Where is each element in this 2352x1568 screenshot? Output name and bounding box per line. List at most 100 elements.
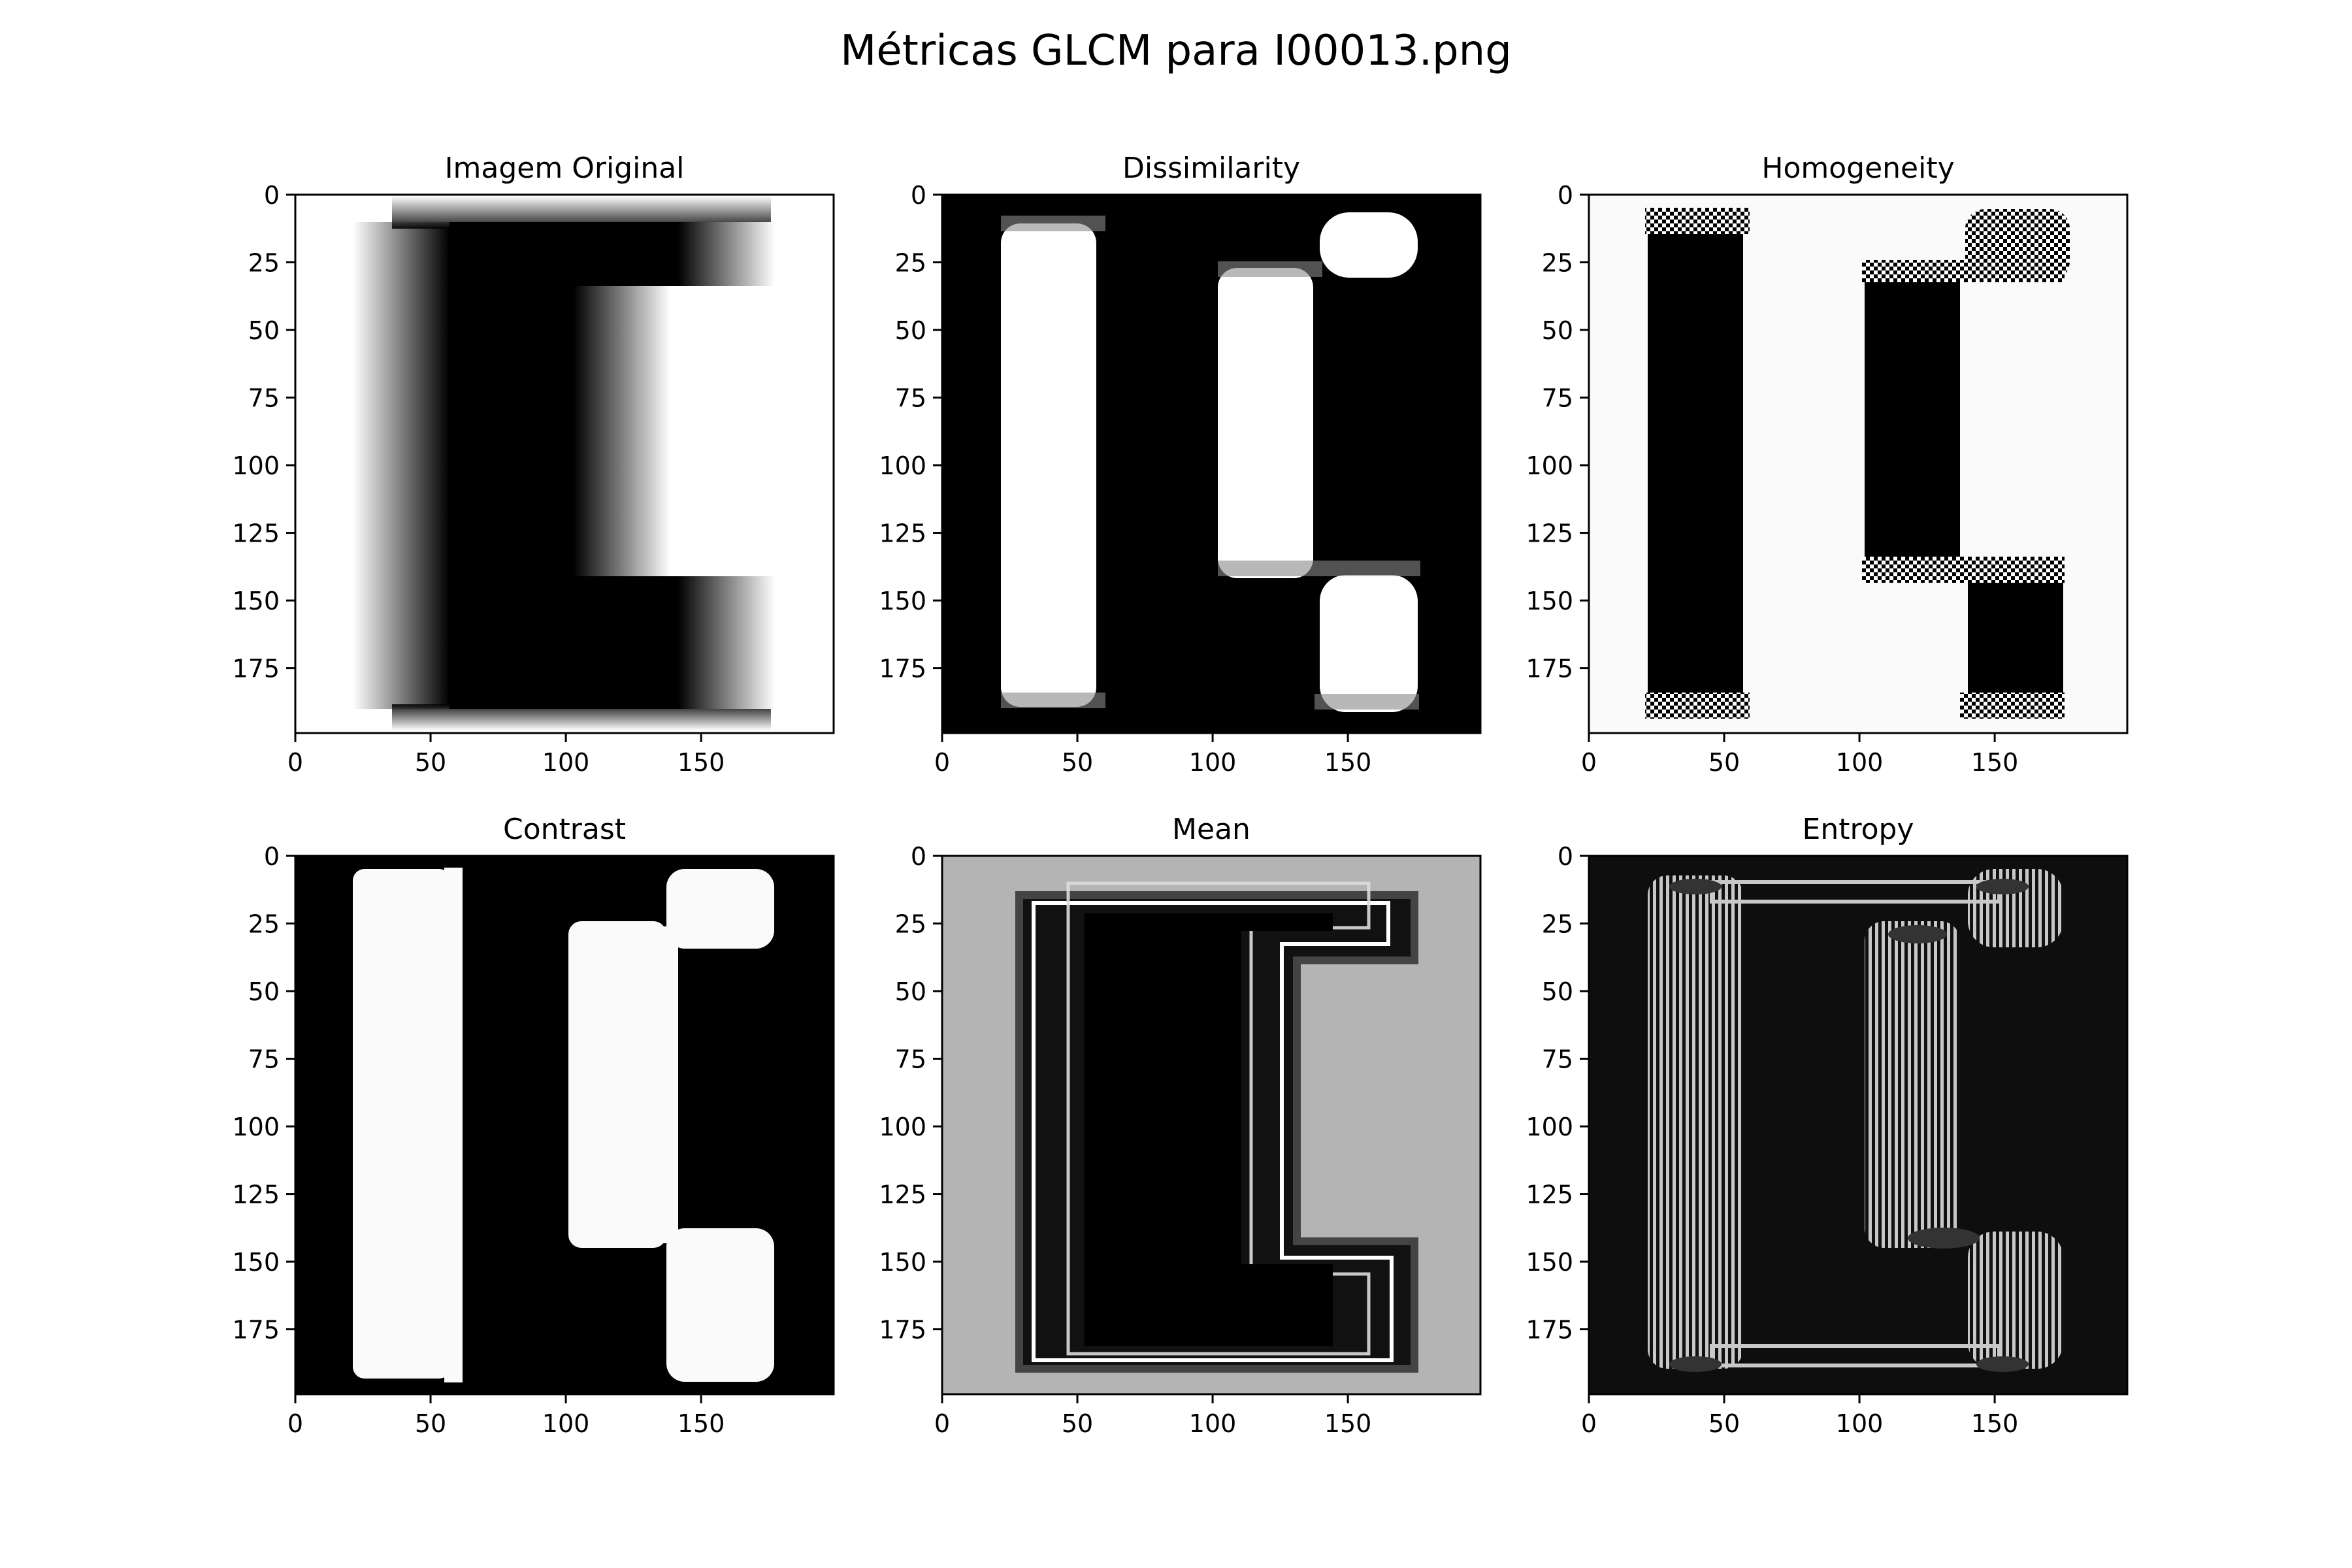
y-tick-label: 150 <box>1526 587 1573 615</box>
bottom-bar-ring <box>1710 1344 2001 1367</box>
top-right-lobe <box>1320 212 1418 278</box>
dark-blob <box>1669 879 1722 894</box>
bottom-right-cap <box>1960 693 2065 719</box>
panel-entropy: Entropy 0 50 100 150 0 25 50 75 100 125 150 175 <box>1526 813 2129 1438</box>
x-tick-label: 150 <box>1324 1409 1372 1438</box>
edge-noise <box>1218 561 1420 576</box>
image-entropy <box>1648 869 2063 1372</box>
y-tick-label: 0 <box>264 842 280 871</box>
y-tick-label: 125 <box>232 519 280 548</box>
axes-frame <box>294 193 835 734</box>
x-tick-label: 100 <box>1189 1409 1237 1438</box>
panel-title-original: Imagem Original <box>445 152 685 185</box>
panel-dissimilarity: Dissimilarity 0 50 100 150 0 25 50 75 100 125 150 1… <box>879 152 1482 777</box>
left-stem <box>1001 223 1096 707</box>
bottom-right-stripes <box>1968 1232 2063 1369</box>
y-tick-label: 75 <box>248 1045 280 1074</box>
top-right-lobe <box>666 869 774 949</box>
y-tick-label: 125 <box>232 1181 280 1209</box>
y-tick-label: 25 <box>895 249 926 278</box>
core-black-shape <box>1085 913 1333 1346</box>
y-tick-label: 50 <box>895 316 926 345</box>
dark-blob <box>1888 925 1947 943</box>
glyph-left-fade <box>353 222 449 709</box>
y-tick-label: 175 <box>879 1316 926 1345</box>
x-tick-label: 0 <box>934 748 950 777</box>
x-tick-label: 150 <box>1971 748 2019 777</box>
x-tick-label: 0 <box>934 1409 950 1438</box>
image-dissimilarity <box>1001 212 1420 712</box>
x-tick-label: 0 <box>287 748 303 777</box>
panel-homogeneity: Homogeneity 0 50 100 150 0 25 50 75 100 125 150 175 <box>1526 152 2129 777</box>
y-tick-label: 50 <box>1542 977 1573 1006</box>
y-tick-label: 75 <box>895 384 926 413</box>
y-tick-label: 150 <box>232 587 280 615</box>
glyph-top-bar <box>449 222 678 286</box>
x-tick-label: 150 <box>678 1409 725 1438</box>
y-tick-label: 50 <box>248 977 280 1006</box>
panel-title-dissimilarity: Dissimilarity <box>1122 152 1300 185</box>
y-tick-label: 100 <box>1526 1113 1573 1141</box>
y-tick-label: 125 <box>879 519 926 548</box>
y-tick-label: 175 <box>879 655 926 683</box>
dark-blob <box>1976 879 2029 894</box>
dark-blob <box>1908 1228 1980 1249</box>
y-tick-label: 0 <box>1558 842 1573 871</box>
y-tick-label: 150 <box>879 1248 926 1277</box>
panel-title-mean: Mean <box>1172 813 1250 846</box>
edge-noise <box>1218 261 1322 277</box>
x-tick-label: 50 <box>1708 748 1740 777</box>
y-tick-label: 125 <box>879 1181 926 1209</box>
y-tick-label: 125 <box>1526 519 1573 548</box>
figure-title: Métricas GLCM para I00013.png <box>840 27 1512 75</box>
x-tick-label: 0 <box>287 1409 303 1438</box>
y-tick-label: 0 <box>911 842 926 871</box>
axis-ticks: 0 50 100 150 0 25 50 75 100 125 150 175 <box>232 181 725 777</box>
y-tick-label: 25 <box>248 910 280 939</box>
y-tick-label: 175 <box>1526 1316 1573 1345</box>
middle-stem <box>568 921 666 1248</box>
panel-original: Imagem Original 0 50 100 150 0 25 50 75 100 125 15… <box>232 152 835 777</box>
x-tick-label: 100 <box>1836 1409 1884 1438</box>
axes-frame <box>294 855 835 1396</box>
axis-ticks: 0 50 100 150 0 25 50 75 100 125 150 175 <box>879 842 1371 1438</box>
y-tick-label: 25 <box>895 910 926 939</box>
y-tick-label: 175 <box>1526 655 1573 683</box>
image-contrast <box>353 868 774 1382</box>
y-tick-label: 100 <box>879 1113 926 1141</box>
panel-mean: Mean 0 50 100 150 0 25 50 75 100 125 150 175 <box>879 813 1482 1438</box>
axis-ticks: 0 50 100 150 0 25 50 75 100 125 150 175 <box>232 842 725 1438</box>
y-tick-label: 25 <box>1542 249 1573 278</box>
y-tick-label: 100 <box>232 451 280 480</box>
axes-frame <box>1588 193 2129 734</box>
middle-stem-edge <box>660 926 678 1243</box>
x-tick-label: 50 <box>1062 748 1093 777</box>
y-tick-label: 75 <box>895 1045 926 1074</box>
y-tick-label: 100 <box>1526 451 1573 480</box>
axes-frame <box>941 193 1482 734</box>
y-tick-label: 50 <box>248 316 280 345</box>
y-tick-label: 0 <box>264 181 280 210</box>
y-tick-label: 25 <box>1542 910 1573 939</box>
y-tick-label: 0 <box>911 181 926 210</box>
bottom-right-lobe <box>1320 575 1418 712</box>
middle-stem <box>1865 273 1960 574</box>
x-tick-label: 0 <box>1581 748 1597 777</box>
y-tick-label: 100 <box>879 451 926 480</box>
dark-blob <box>1976 1356 2029 1372</box>
x-tick-label: 50 <box>1062 1409 1093 1438</box>
x-tick-label: 50 <box>1708 1409 1740 1438</box>
middle-bottom-cap <box>1862 557 2065 583</box>
panel-title-homogeneity: Homogeneity <box>1761 152 1954 185</box>
x-tick-label: 100 <box>542 1409 590 1438</box>
y-tick-label: 175 <box>232 1316 280 1345</box>
axes-frame <box>941 855 1482 1396</box>
bottom-right-lobe <box>666 1228 774 1382</box>
dark-blob <box>1669 1356 1722 1372</box>
x-tick-label: 0 <box>1581 1409 1597 1438</box>
bottom-left-cap <box>1645 693 1750 719</box>
image-homogeneity <box>1645 208 2070 719</box>
y-tick-label: 75 <box>1542 1045 1573 1074</box>
y-tick-label: 150 <box>232 1248 280 1277</box>
axis-ticks: 0 50 100 150 0 25 50 75 100 125 150 175 <box>879 181 1371 777</box>
